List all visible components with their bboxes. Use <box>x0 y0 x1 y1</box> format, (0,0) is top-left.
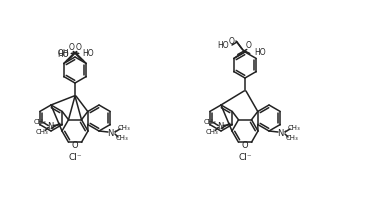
Text: HO: HO <box>255 48 266 57</box>
Text: O: O <box>242 140 248 149</box>
Text: HO: HO <box>83 49 95 58</box>
Text: N⁺: N⁺ <box>108 129 118 138</box>
Text: CH₃: CH₃ <box>116 135 128 141</box>
Text: CH₃: CH₃ <box>34 118 47 124</box>
Text: HO: HO <box>218 41 229 51</box>
Text: HO: HO <box>58 50 69 59</box>
Text: CH₃: CH₃ <box>286 135 298 141</box>
Text: N⁺: N⁺ <box>277 129 288 138</box>
Text: N: N <box>217 122 223 131</box>
Text: CH₃: CH₃ <box>288 125 300 131</box>
Text: OH: OH <box>58 49 69 58</box>
Text: O: O <box>72 140 78 149</box>
Text: CH₃: CH₃ <box>204 118 217 124</box>
Text: Cl⁻: Cl⁻ <box>68 152 82 161</box>
Text: O: O <box>246 41 252 50</box>
Text: O: O <box>229 37 235 46</box>
Text: Cl⁻: Cl⁻ <box>238 152 252 161</box>
Text: O: O <box>69 43 75 52</box>
Text: N: N <box>47 122 53 131</box>
Text: CH₃: CH₃ <box>206 129 219 135</box>
Text: CH₃: CH₃ <box>118 125 130 131</box>
Text: O: O <box>75 43 81 52</box>
Text: CH₃: CH₃ <box>36 129 49 135</box>
